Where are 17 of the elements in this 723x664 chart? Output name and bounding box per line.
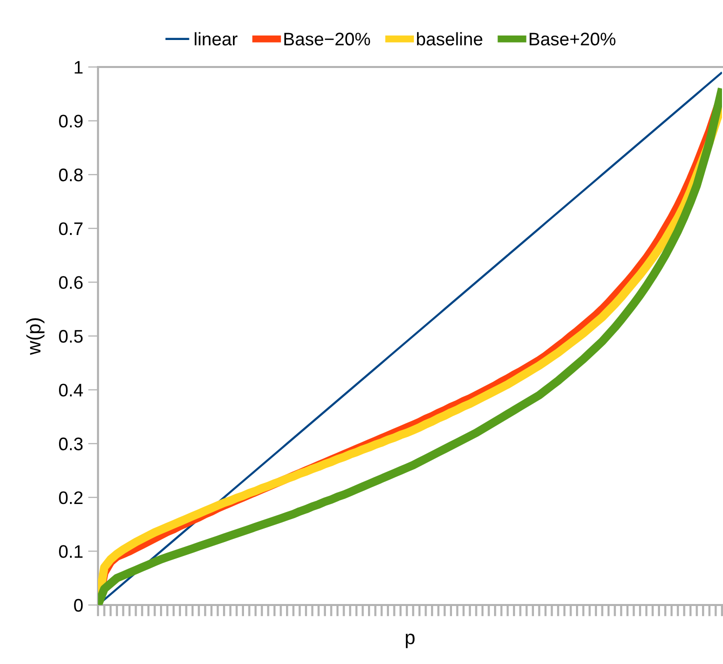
y-tick-label: 0.9 [59, 114, 83, 128]
legend-label: baseline [417, 32, 482, 46]
y-tick-label: 0.6 [59, 276, 83, 289]
legend-label: Base+20% [530, 32, 616, 46]
y-tick-label: 0.2 [59, 491, 83, 504]
y-tick-label: 0.5 [59, 330, 83, 343]
legend-label: Base−20% [284, 32, 370, 46]
y-tick-label: 0.3 [59, 438, 83, 450]
legend-label: linear [194, 32, 238, 46]
y-tick-label: 1 [74, 61, 83, 74]
y-tick-label: 0 [74, 598, 83, 612]
y-axis-title: w(p) [26, 318, 44, 355]
y-tick-label: 0.1 [59, 545, 83, 558]
y-tick-label: 0.4 [59, 384, 83, 397]
x-axis-title: p [406, 634, 415, 648]
y-tick-label: 0.8 [59, 168, 83, 182]
y-tick-label: 0.7 [59, 222, 83, 236]
